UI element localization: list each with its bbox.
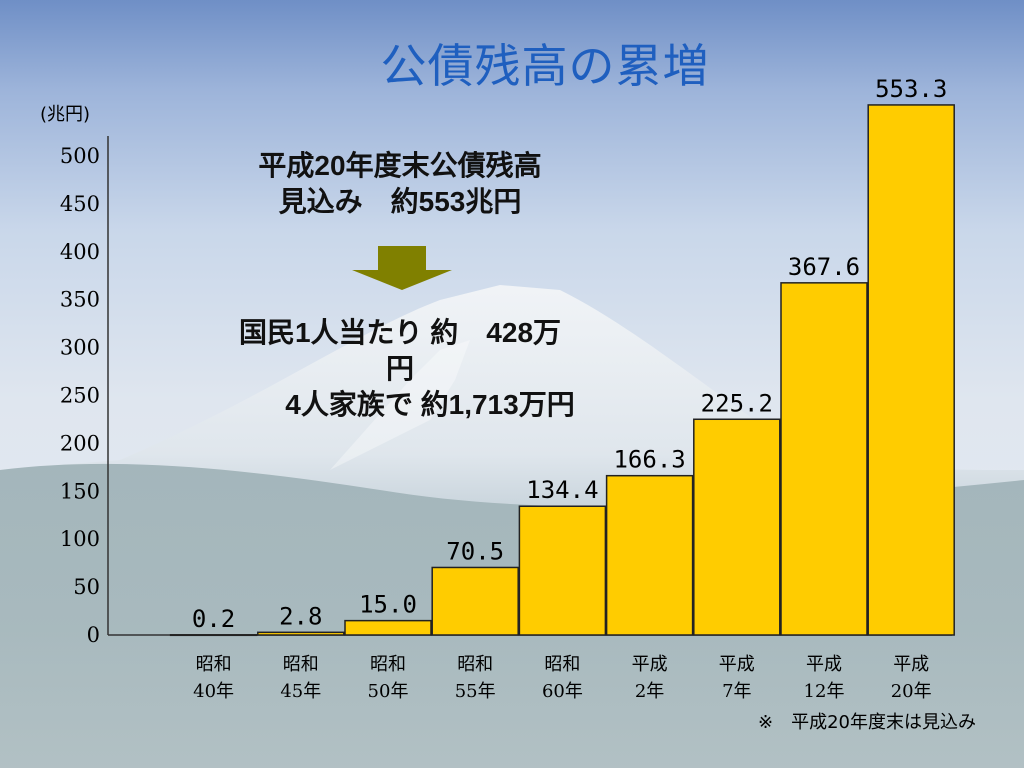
data-label: 2.8: [279, 602, 322, 630]
x-tick-label-year: 7年: [722, 681, 751, 702]
bar-6: [693, 418, 781, 636]
data-label: 166.3: [613, 446, 685, 474]
x-tick-label-era: 昭和: [457, 654, 493, 675]
x-tick-label-era: 平成: [632, 654, 668, 675]
y-tick-label: 50: [73, 575, 100, 599]
x-tick-label-year: 60年: [542, 681, 583, 702]
x-tick-label-year: 12年: [804, 681, 845, 702]
annotation-line-2: 見込み 約553兆円: [278, 186, 522, 217]
x-tick-label-year: 40年: [193, 681, 234, 702]
x-tick-label-year: 45年: [280, 681, 321, 702]
y-tick-label: 300: [60, 336, 100, 360]
y-tick-label: 100: [60, 527, 100, 551]
x-tick-label-year: 55年: [455, 681, 496, 702]
y-tick-label: 400: [60, 240, 100, 264]
bar-0: [169, 634, 258, 637]
y-tick-label: 350: [60, 288, 100, 312]
down-arrow-icon: [352, 246, 452, 290]
x-tick-label-era: 平成: [806, 654, 842, 675]
data-label: 0.2: [192, 605, 235, 633]
x-tick-label-era: 昭和: [544, 654, 580, 675]
bar-3: [431, 566, 519, 636]
data-label: 134.4: [526, 476, 598, 504]
x-tick-label-year: 50年: [368, 681, 409, 702]
bar-7: [780, 282, 868, 636]
x-tick-label-era: 平成: [893, 654, 929, 675]
data-label: 225.2: [701, 389, 773, 417]
data-label: 70.5: [446, 537, 504, 565]
annotation-total-debt: 平成20年度末公債残高 見込み 約553兆円: [225, 148, 575, 220]
bar-8: [867, 104, 955, 636]
y-tick-label: 200: [60, 431, 100, 455]
data-label: 15.0: [359, 591, 417, 619]
data-label: 553.3: [875, 75, 947, 103]
y-axis-unit-label: (兆円): [40, 104, 91, 125]
y-tick-label: 500: [60, 144, 100, 168]
x-tick-label-era: 昭和: [196, 654, 232, 675]
annotation-line-4: 4人家族で 約1,713万円: [285, 389, 575, 420]
x-tick-label-era: 平成: [719, 654, 755, 675]
x-tick-label-year: 2年: [635, 681, 664, 702]
data-label: 367.6: [788, 253, 860, 281]
y-tick-label: 250: [60, 384, 100, 408]
footnote: ※ 平成20年度末は見込み: [758, 712, 976, 733]
y-tick-label: 0: [87, 623, 100, 647]
chart-title: 公債残高の累増: [380, 39, 710, 93]
x-tick-label-year: 20年: [891, 681, 932, 702]
x-tick-label-era: 昭和: [370, 654, 406, 675]
y-tick-label: 450: [60, 192, 100, 216]
bar-5: [605, 474, 694, 636]
annotation-line-3: 国民1人当たり 約 428万円: [238, 317, 562, 384]
y-tick-label: 150: [60, 479, 100, 503]
bar-1: [257, 631, 345, 636]
annotation-line-1: 平成20年度末公債残高: [258, 150, 542, 181]
bar-2: [344, 619, 432, 636]
x-tick-label-era: 昭和: [283, 654, 319, 675]
annotation-per-capita: 国民1人当たり 約 428万円 4人家族で 約1,713万円: [225, 315, 575, 423]
bar-4: [518, 505, 607, 636]
